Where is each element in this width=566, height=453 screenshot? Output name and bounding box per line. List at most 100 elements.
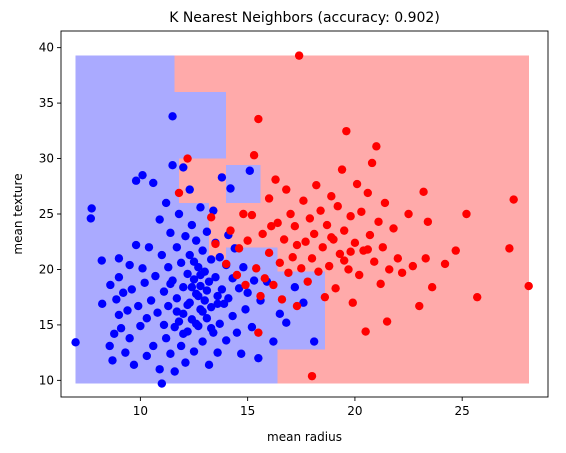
point-class-1: [361, 327, 370, 336]
point-class-0: [221, 336, 231, 345]
point-class-1: [327, 233, 336, 242]
point-class-1: [348, 298, 357, 307]
point-class-0: [196, 270, 205, 280]
point-class-1: [256, 291, 265, 301]
point-class-1: [363, 188, 372, 198]
point-class-1: [344, 265, 353, 274]
point-class-0: [142, 314, 152, 323]
point-class-0: [204, 277, 214, 286]
point-class-0: [136, 321, 145, 331]
point-class-0: [172, 307, 182, 316]
point-class-0: [179, 309, 188, 319]
point-class-0: [116, 324, 126, 333]
point-class-1: [312, 180, 321, 190]
point-class-0: [176, 258, 186, 267]
point-class-0: [213, 348, 222, 357]
point-class-0: [86, 214, 96, 223]
point-class-0: [166, 228, 175, 238]
point-class-0: [179, 283, 188, 292]
point-class-1: [260, 274, 270, 283]
point-class-0: [114, 254, 124, 263]
x-tick-label: 20: [347, 404, 362, 418]
y-tick-label: 25: [39, 207, 54, 221]
point-class-1: [273, 218, 282, 228]
x-tick-label: 25: [455, 404, 470, 418]
point-class-1: [357, 207, 366, 216]
point-class-1: [247, 210, 257, 220]
point-class-1: [307, 371, 317, 381]
point-class-1: [324, 261, 334, 271]
point-class-0: [97, 256, 106, 265]
point-class-1: [292, 240, 302, 250]
point-class-0: [159, 320, 169, 330]
point-class-0: [161, 334, 171, 343]
point-class-1: [367, 158, 377, 168]
point-class-1: [264, 194, 274, 203]
point-class-0: [114, 310, 124, 320]
point-class-0: [164, 263, 173, 272]
point-class-1: [301, 237, 310, 246]
point-class-1: [309, 229, 319, 239]
point-class-0: [191, 236, 201, 245]
data-points: [71, 51, 533, 388]
chart-title: K Nearest Neighbors (accuracy: 0.902): [169, 10, 440, 26]
point-class-0: [87, 204, 96, 213]
point-class-0: [125, 334, 134, 343]
point-class-0: [149, 178, 158, 188]
point-class-0: [202, 314, 212, 323]
point-class-1: [286, 209, 295, 219]
point-class-0: [234, 284, 244, 293]
point-class-0: [166, 349, 175, 358]
point-class-0: [181, 231, 190, 241]
point-class-0: [134, 301, 143, 311]
point-class-0: [228, 311, 237, 321]
point-class-0: [185, 185, 194, 194]
point-class-0: [299, 298, 308, 307]
point-class-0: [159, 287, 169, 296]
point-class-1: [249, 151, 259, 160]
point-class-0: [191, 319, 201, 328]
region-class-0-block: [277, 271, 325, 350]
region-class-0-block: [75, 202, 210, 259]
point-class-1: [374, 217, 383, 226]
point-class-1: [421, 254, 430, 263]
point-class-1: [303, 277, 312, 286]
point-class-0: [71, 338, 80, 347]
point-class-1: [440, 259, 450, 269]
point-class-0: [243, 288, 252, 297]
point-class-1: [290, 222, 300, 231]
region-class-0-block: [226, 165, 261, 203]
point-class-0: [206, 302, 216, 312]
point-class-1: [284, 268, 293, 277]
point-class-1: [292, 301, 302, 311]
point-class-1: [305, 214, 315, 223]
point-class-0: [112, 295, 121, 304]
point-class-0: [217, 173, 227, 182]
point-class-1: [327, 192, 336, 201]
point-class-1: [419, 187, 428, 197]
point-class-0: [183, 300, 192, 310]
point-class-0: [185, 250, 194, 260]
point-class-1: [226, 226, 235, 235]
point-class-1: [264, 248, 274, 258]
point-class-0: [226, 184, 235, 193]
point-class-0: [198, 246, 207, 255]
x-axis: 10 15 20 25: [133, 397, 470, 418]
point-class-0: [247, 322, 257, 332]
point-class-0: [189, 347, 199, 356]
point-class-1: [380, 198, 390, 208]
point-class-1: [451, 246, 460, 255]
point-class-0: [249, 276, 259, 285]
point-class-1: [239, 209, 248, 219]
point-class-1: [183, 154, 192, 163]
point-class-0: [168, 112, 177, 121]
point-class-0: [198, 337, 207, 346]
point-class-0: [172, 294, 182, 303]
y-tick-label: 40: [39, 41, 54, 55]
point-class-1: [408, 261, 418, 271]
point-class-0: [187, 220, 197, 230]
point-class-1: [382, 317, 392, 326]
point-class-0: [269, 337, 278, 346]
point-class-1: [294, 51, 304, 60]
region-class-0-block: [75, 92, 227, 159]
